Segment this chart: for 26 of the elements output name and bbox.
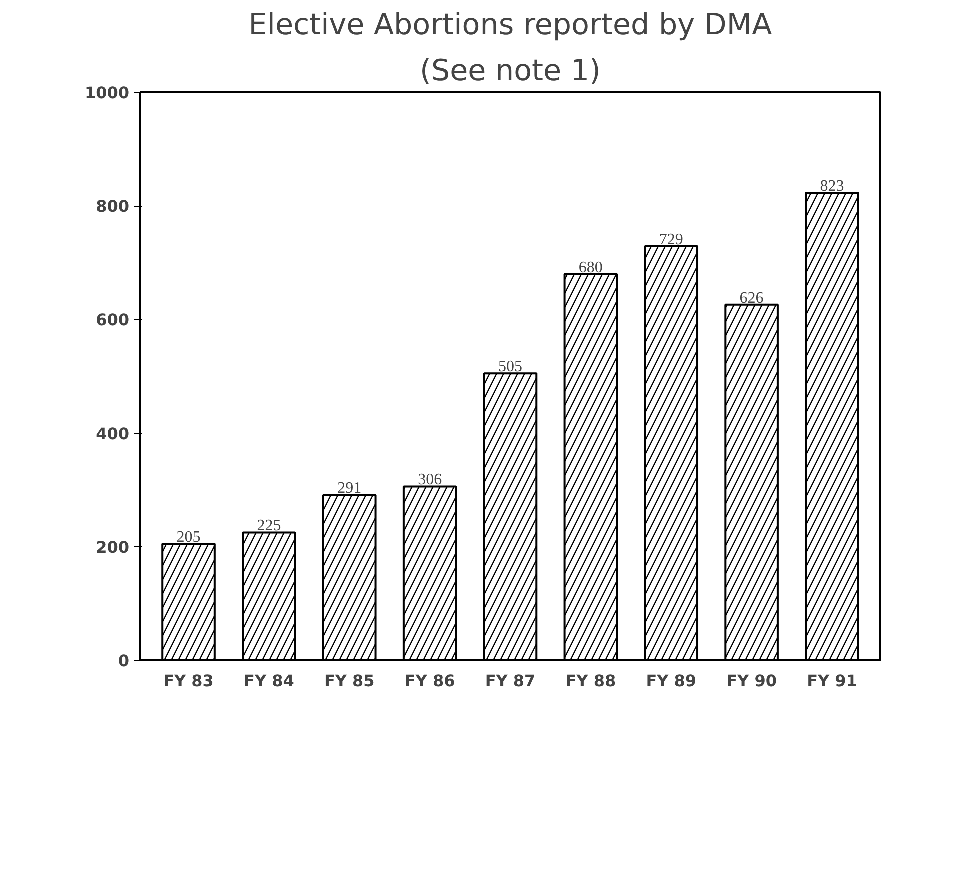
data-label: 823 [820,178,844,196]
data-label: 626 [740,290,764,307]
data-label: 729 [659,231,684,248]
y-tick-label: 800 [96,197,130,216]
x-tick-label: FY 86 [404,672,456,690]
x-tick-label: FY 89 [646,672,697,690]
data-label: 505 [498,358,522,376]
x-tick-label: FY 88 [566,672,616,690]
y-tick-label: 0 [118,652,130,670]
y-tick-label: 200 [96,538,130,557]
data-label: 306 [418,472,442,489]
data-label: 291 [338,480,362,498]
x-tick-label: FY 91 [807,672,858,690]
y-tick-label: 1000 [84,84,130,102]
x-tick-label: FY 85 [324,672,375,690]
data-label: 680 [578,259,603,276]
x-tick-label: FY 87 [485,672,536,690]
x-tick-label: FY 90 [726,672,777,690]
chart-subtitle: (See note 1) [420,54,601,88]
x-tick-label: FY 84 [244,672,294,690]
y-tick-label: 600 [96,310,130,330]
data-label: 225 [257,518,282,535]
x-tick-label: FY 83 [164,672,214,690]
chart-title: Elective Abortions reported by DMA [248,8,772,42]
y-tick-label: 400 [96,424,130,444]
data-label: 205 [176,529,201,546]
